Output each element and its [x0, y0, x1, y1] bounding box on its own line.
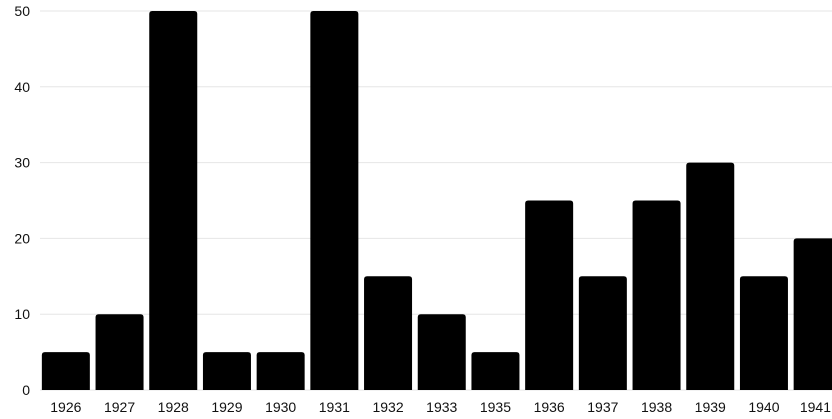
y-axis-ticks: 0 10 20 30 40 50	[14, 3, 30, 398]
x-tick-label: 1929	[211, 399, 242, 415]
x-tick-label: 1941	[800, 399, 831, 415]
bar-1939	[686, 162, 735, 390]
bar-1930	[256, 352, 305, 390]
bar-1929	[202, 352, 251, 390]
bar-1928	[149, 11, 198, 390]
x-tick-label: 1931	[319, 399, 350, 415]
y-tick-label: 20	[14, 230, 30, 246]
x-tick-label: 1928	[158, 399, 189, 415]
bar-1940	[739, 276, 788, 390]
x-tick-label: 1933	[426, 399, 457, 415]
bar-1938	[632, 200, 681, 390]
y-tick-label: 0	[22, 382, 30, 398]
x-tick-label: 1937	[587, 399, 618, 415]
bar-1936	[525, 200, 574, 390]
y-tick-label: 30	[14, 155, 30, 171]
y-tick-label: 40	[14, 79, 30, 95]
x-tick-label: 1938	[641, 399, 672, 415]
bar-1933	[417, 314, 466, 390]
bar-1932	[364, 276, 413, 390]
x-tick-label: 1940	[748, 399, 779, 415]
bar-1927	[95, 314, 144, 390]
bars	[41, 11, 832, 390]
bar-1926	[41, 352, 90, 390]
bar-1935	[471, 352, 520, 390]
bar-1937	[578, 276, 627, 390]
x-tick-label: 1926	[50, 399, 81, 415]
x-tick-label: 1927	[104, 399, 135, 415]
y-tick-label: 10	[14, 306, 30, 322]
bar-1941	[793, 238, 832, 390]
x-axis-ticks: 1926 1927 1928 1929 1930 1931 1932 1933 1935 1936…	[50, 399, 831, 415]
x-tick-label: 1932	[372, 399, 403, 415]
x-tick-label: 1936	[534, 399, 565, 415]
x-tick-label: 1930	[265, 399, 296, 415]
bar-1931	[310, 11, 359, 390]
x-tick-label: 1935	[480, 399, 511, 415]
x-tick-label: 1939	[695, 399, 726, 415]
y-tick-label: 50	[14, 3, 30, 19]
